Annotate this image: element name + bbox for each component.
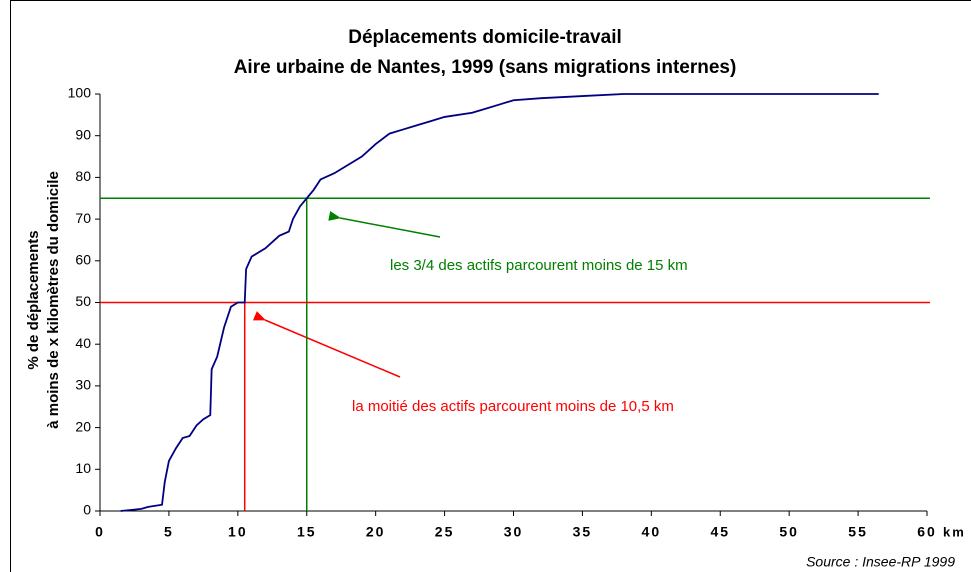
y-tick-label: 90 bbox=[75, 126, 91, 142]
source: Source : Insee-RP 1999 bbox=[806, 554, 955, 570]
x-tick-label: 15 bbox=[297, 524, 317, 540]
y-tick-label: 70 bbox=[75, 210, 91, 226]
x-tick-label: 5 bbox=[164, 524, 174, 540]
x-tick-label: 30 bbox=[504, 524, 524, 540]
y-axis-label: % de déplacements bbox=[25, 230, 42, 369]
y-tick-label: 40 bbox=[75, 335, 91, 351]
x-tick-label: 40 bbox=[642, 524, 662, 540]
y-tick-label: 20 bbox=[75, 418, 91, 434]
x-tick-label: 10 bbox=[228, 524, 248, 540]
y-axis-label: à moins de x kilomètres du domicile bbox=[45, 171, 62, 429]
y-tick-label: 10 bbox=[75, 460, 91, 476]
x-tick-label: 25 bbox=[435, 524, 455, 540]
x-tick-label: 50 bbox=[779, 524, 799, 540]
x-tick-label: 60 bbox=[917, 524, 937, 540]
y-tick-label: 60 bbox=[75, 252, 91, 268]
y-tick-label: 100 bbox=[68, 85, 92, 101]
arrow bbox=[328, 211, 441, 238]
arrow bbox=[252, 311, 401, 378]
annotation: la moitié des actifs parcourent moins de… bbox=[352, 398, 674, 415]
y-tick-label: 30 bbox=[75, 377, 91, 393]
x-tick-label: 0 bbox=[95, 524, 105, 540]
y-tick-label: 0 bbox=[83, 502, 91, 518]
chart-title: Déplacements domicile-travail bbox=[348, 27, 622, 48]
frame bbox=[10, 0, 971, 572]
y-tick-label: 80 bbox=[75, 168, 91, 184]
chart-title: Aire urbaine de Nantes, 1999 (sans migra… bbox=[234, 57, 737, 78]
line bbox=[120, 93, 879, 512]
x-tick-label: 45 bbox=[710, 524, 730, 540]
x-tick-label: 20 bbox=[366, 524, 386, 540]
x-tick-label: 55 bbox=[848, 524, 868, 540]
x-tick-label: 35 bbox=[573, 524, 593, 540]
annotation: les 3/4 des actifs parcourent moins de 1… bbox=[390, 257, 688, 274]
y-tick-label: 50 bbox=[75, 293, 91, 309]
x-axis-label: km bbox=[943, 524, 966, 539]
